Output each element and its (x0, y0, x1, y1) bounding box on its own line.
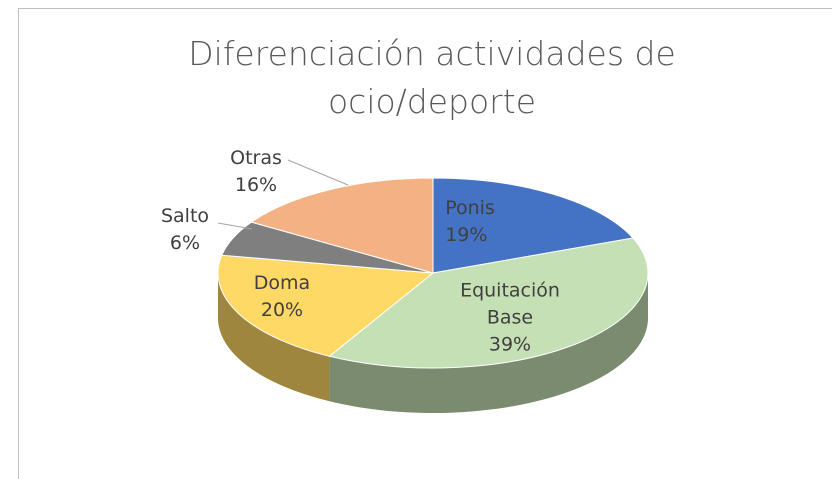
label-text: Doma (253, 272, 311, 294)
slice (328, 237, 649, 369)
label-text: 20% (260, 299, 304, 321)
chart-frame (18, 8, 832, 479)
label-text: 16% (234, 174, 278, 196)
slice-side-shade (329, 273, 648, 413)
label-text: Otras (230, 147, 282, 169)
slice (250, 177, 434, 274)
slice-side (329, 273, 648, 413)
data-label: Otras 16% (230, 145, 282, 199)
data-label: Equitación Base 39% (450, 278, 570, 359)
leader-line (287, 159, 349, 186)
label-text: Equitación Base (460, 279, 560, 329)
data-label: Ponis 19% (445, 195, 495, 249)
label-text: Ponis (445, 197, 495, 219)
slice (432, 177, 634, 274)
slice (217, 254, 435, 357)
label-text: 6% (169, 232, 201, 254)
label-text: 39% (488, 333, 532, 356)
label-text: 19% (445, 224, 488, 246)
data-label: Doma 20% (254, 270, 310, 324)
chart-title: Diferenciación actividades de ocio/depor… (188, 34, 676, 121)
leader-line (217, 222, 253, 230)
data-label: Salto 6% (161, 203, 209, 257)
label-text: Salto (160, 205, 210, 227)
